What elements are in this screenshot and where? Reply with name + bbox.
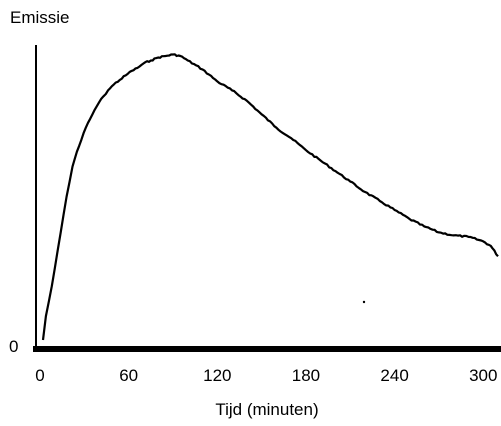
x-tick-label-180: 180 [292,366,320,385]
emission-series-line [41,53,499,341]
y-zero-label: 0 [9,337,18,356]
x-tick-label-300: 300 [469,366,497,385]
x-tick-label-0: 0 [35,366,44,385]
x-axis-title: Tijd (minuten) [215,400,318,419]
y-axis-title: Emissie [10,8,70,27]
x-tick-label-120: 120 [203,366,231,385]
x-tick-label-60: 60 [119,366,138,385]
x-tick-label-240: 240 [380,366,408,385]
stray-dot-mark [362,300,366,304]
x-tick-labels: 0 60 120 180 240 300 [35,366,497,385]
